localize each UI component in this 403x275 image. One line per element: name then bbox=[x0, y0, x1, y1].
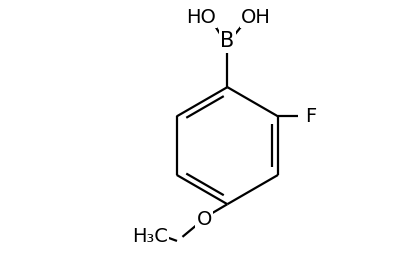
Text: OH: OH bbox=[241, 8, 271, 27]
Text: B: B bbox=[220, 31, 235, 51]
Text: O: O bbox=[197, 210, 212, 229]
Text: F: F bbox=[305, 107, 316, 126]
Text: HO: HO bbox=[187, 8, 216, 27]
Text: H₃C: H₃C bbox=[132, 227, 168, 246]
